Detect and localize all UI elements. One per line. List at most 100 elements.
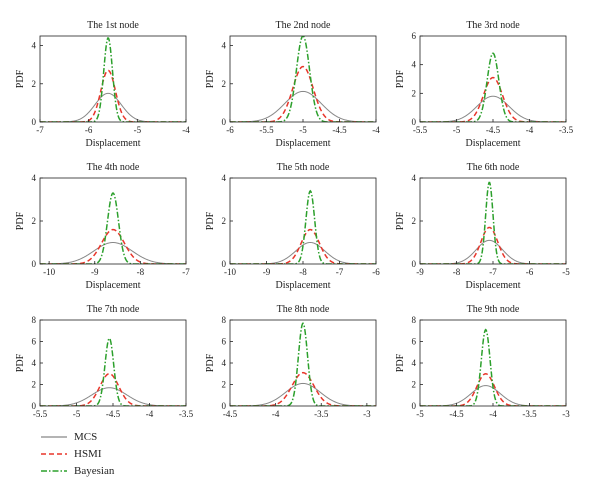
y-tick-label: 4 bbox=[32, 358, 37, 368]
panel-5: -10 -9 -8 -7 -6 0 2 4 The 5th node Displacement PD… bbox=[205, 162, 380, 291]
panel-title: The 8th node bbox=[277, 304, 330, 315]
y-axis-label: PDF bbox=[15, 211, 26, 230]
x-tick-label: -8 bbox=[453, 267, 461, 277]
panel-2: -6 -5.5 -5 -4.5 -4 0 2 4 The 2nd node Displacemen… bbox=[205, 20, 380, 149]
y-tick-label: 4 bbox=[222, 173, 227, 183]
y-tick-label: 8 bbox=[412, 315, 417, 325]
x-tick-label: -8 bbox=[299, 267, 307, 277]
y-axis-label: PDF bbox=[205, 353, 216, 372]
panel-6: -9 -8 -7 -6 -5 0 2 4 The 6th node Displacement PDF bbox=[395, 162, 570, 291]
x-tick-label: -3.5 bbox=[179, 409, 194, 419]
x-tick-label: -6 bbox=[226, 125, 234, 135]
x-axis-label: Displacement bbox=[466, 280, 521, 291]
series-mcs-line bbox=[230, 382, 376, 406]
plot-frame bbox=[39, 35, 187, 123]
x-tick-label: -5 bbox=[73, 409, 81, 419]
x-axis-label: Displacement bbox=[466, 138, 521, 149]
x-tick-label: -5 bbox=[299, 125, 307, 135]
panel-1: -7 -6 -5 -4 0 2 4 The 1st node Displacement PDF bbox=[15, 20, 190, 149]
y-tick-label: 2 bbox=[412, 88, 417, 98]
x-tick-label: -5 bbox=[416, 409, 424, 419]
x-tick-label: -4.5 bbox=[449, 409, 464, 419]
y-tick-label: 2 bbox=[412, 216, 417, 226]
legend: MCS HSMI Bayesian bbox=[40, 428, 114, 479]
panel-title: The 2nd node bbox=[276, 20, 332, 31]
y-tick-label: 0 bbox=[412, 401, 417, 411]
panel-title: The 3rd node bbox=[466, 20, 520, 31]
legend-label-hsmi: HSMI bbox=[74, 447, 102, 460]
legend-label-bayesian: Bayesian bbox=[74, 464, 115, 477]
x-axis-label: Displacement bbox=[276, 138, 331, 149]
series-bayesian-line bbox=[420, 181, 566, 264]
x-tick-label: -5.5 bbox=[413, 125, 428, 135]
series-bayesian-line bbox=[420, 328, 566, 406]
x-tick-label: -9 bbox=[263, 267, 271, 277]
x-axis-label: Displacement bbox=[86, 280, 141, 291]
y-tick-label: 0 bbox=[32, 117, 37, 127]
series-mcs-line bbox=[420, 239, 566, 264]
y-tick-label: 0 bbox=[222, 259, 227, 269]
y-tick-label: 4 bbox=[412, 173, 417, 183]
y-tick-label: 0 bbox=[32, 401, 37, 411]
panel-4: -10 -9 -8 -7 0 2 4 The 4th node Displacement PDF bbox=[15, 162, 190, 291]
series-bayesian-line bbox=[230, 189, 376, 264]
x-tick-label: -3.5 bbox=[559, 125, 574, 135]
series-bayesian-line bbox=[40, 192, 186, 264]
x-tick-label: -4.5 bbox=[332, 125, 347, 135]
x-tick-label: -6 bbox=[85, 125, 93, 135]
y-tick-label: 4 bbox=[32, 41, 37, 51]
panel-3: -5.5 -5 -4.5 -4 -3.5 0 2 4 6 The 3rd node Displace… bbox=[395, 20, 574, 149]
y-tick-label: 6 bbox=[412, 337, 417, 347]
series-hsmi-line bbox=[420, 76, 566, 122]
y-tick-label: 4 bbox=[412, 358, 417, 368]
x-axis-label: Displacement bbox=[86, 138, 141, 149]
plot-frame bbox=[419, 177, 567, 265]
series-mcs-line bbox=[230, 90, 376, 122]
y-tick-label: 6 bbox=[32, 337, 37, 347]
x-tick-label: -6 bbox=[372, 267, 380, 277]
y-tick-label: 2 bbox=[222, 79, 227, 89]
x-tick-label: -4.5 bbox=[486, 125, 501, 135]
y-axis-label: PDF bbox=[395, 353, 406, 372]
y-axis-label: PDF bbox=[205, 69, 216, 88]
x-tick-label: -4 bbox=[372, 125, 380, 135]
panel-title: The 7th node bbox=[87, 304, 140, 315]
y-axis-label: PDF bbox=[395, 69, 406, 88]
panel-title: The 5th node bbox=[277, 162, 330, 173]
legend-item-bayesian: Bayesian bbox=[40, 462, 114, 479]
y-tick-label: 0 bbox=[222, 401, 227, 411]
legend-label-mcs: MCS bbox=[74, 430, 98, 443]
y-axis-label: PDF bbox=[395, 211, 406, 230]
panel-title: The 6th node bbox=[467, 162, 520, 173]
series-bayesian-line bbox=[420, 52, 566, 122]
series-bayesian-line bbox=[230, 36, 376, 122]
series-hsmi-line bbox=[40, 69, 186, 122]
series-hsmi-line bbox=[230, 65, 376, 122]
plot-frame bbox=[419, 35, 567, 123]
x-tick-label: -10 bbox=[43, 267, 55, 277]
y-tick-label: 4 bbox=[222, 358, 227, 368]
x-tick-label: -4.5 bbox=[223, 409, 238, 419]
y-tick-label: 0 bbox=[412, 117, 417, 127]
y-tick-label: 2 bbox=[32, 216, 37, 226]
series-bayesian-line bbox=[40, 337, 186, 406]
plot-frame bbox=[229, 177, 377, 265]
y-tick-label: 6 bbox=[222, 337, 227, 347]
y-tick-label: 2 bbox=[32, 380, 37, 390]
x-tick-label: -8 bbox=[137, 267, 145, 277]
legend-item-hsmi: HSMI bbox=[40, 445, 114, 462]
y-tick-label: 6 bbox=[412, 31, 417, 41]
series-hsmi-line bbox=[40, 228, 186, 264]
y-tick-label: 2 bbox=[222, 380, 227, 390]
x-tick-label: -4 bbox=[526, 125, 534, 135]
x-tick-label: -5 bbox=[562, 267, 570, 277]
x-axis-label: Displacement bbox=[276, 280, 331, 291]
series-bayesian-line bbox=[230, 322, 376, 406]
y-tick-label: 2 bbox=[412, 380, 417, 390]
plot-frame bbox=[419, 319, 567, 407]
y-tick-label: 0 bbox=[32, 259, 37, 269]
plot-frame bbox=[229, 35, 377, 123]
x-tick-label: -7 bbox=[36, 125, 44, 135]
